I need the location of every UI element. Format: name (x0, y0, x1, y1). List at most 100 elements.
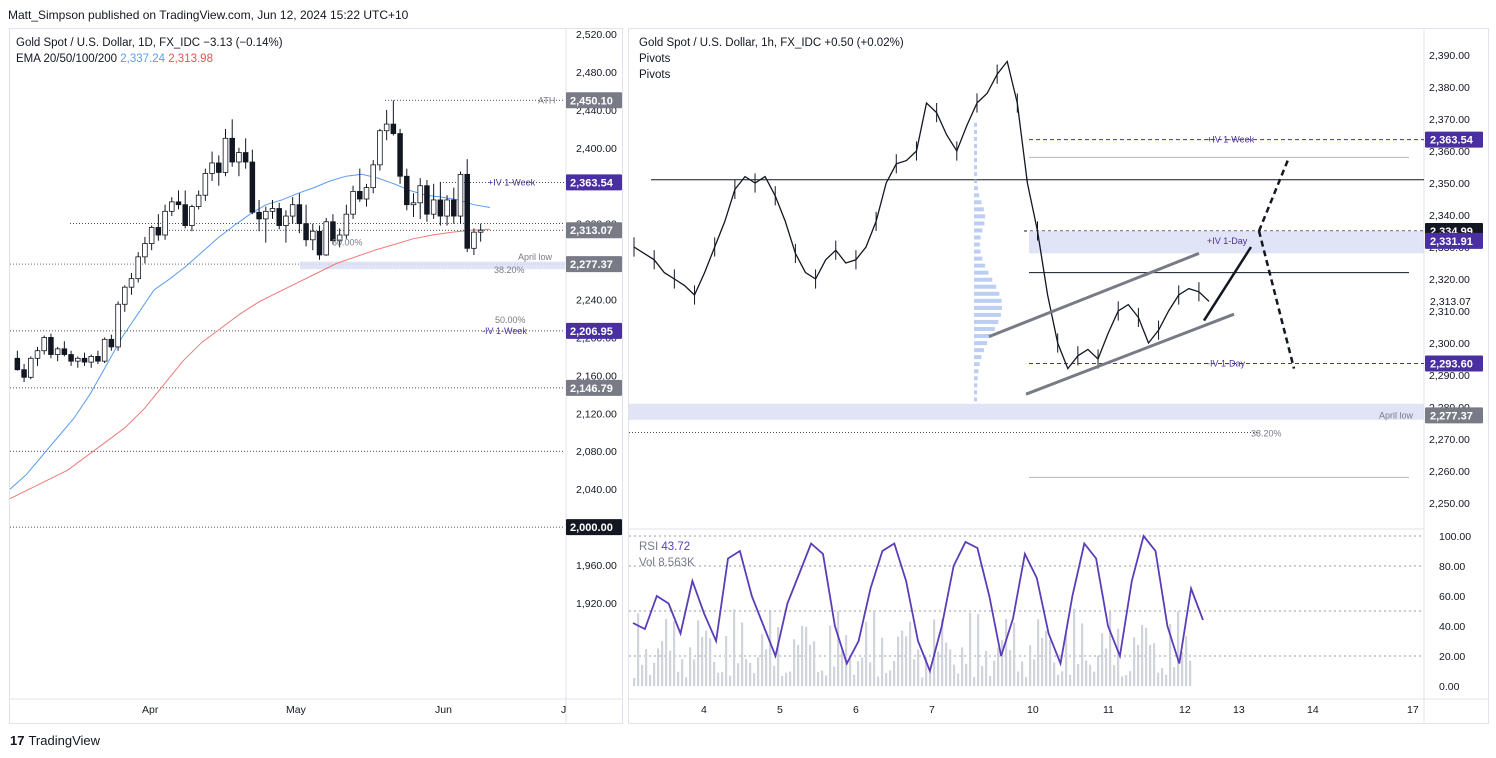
time-tick-label: 14 (1307, 704, 1319, 716)
volume-bar (973, 677, 976, 686)
volume-profile-bar (974, 334, 991, 339)
volume-profile-bar (974, 312, 1001, 317)
hourly-chart-pane[interactable]: 2,390.00 2,380.00 2,370.00 2,360.00 2,350.00… (628, 28, 1489, 724)
daily-chart-canvas[interactable]: 2,520.002,480.002,440.002,400.002,360.00… (9, 29, 622, 723)
candle-body (28, 357, 34, 378)
price-tag-box (1425, 131, 1483, 148)
volume-profile-bar (974, 186, 978, 191)
candle-body (242, 152, 249, 163)
candle-body (61, 348, 68, 355)
volume-bar (689, 647, 692, 686)
candle-body (95, 356, 101, 362)
volume-bar (1045, 630, 1048, 686)
volume-profile-bar (974, 348, 984, 353)
volume-bar (1081, 623, 1084, 686)
volume-bar (821, 670, 824, 686)
volume-bar (757, 657, 760, 686)
candle-body (169, 201, 175, 212)
price-tick-label: 2,400.00 (576, 143, 617, 155)
volume-bar (1169, 623, 1172, 686)
price-tick-label: 2,480.00 (576, 67, 617, 79)
volume-bar (873, 609, 876, 686)
volume-bar (769, 611, 772, 686)
volume-bar (953, 664, 956, 686)
volume-bar (901, 630, 904, 686)
volume-bar (985, 651, 988, 686)
volume-bar (849, 658, 852, 686)
volume-bar (941, 618, 944, 686)
price-tag-label: 2,313.07 (570, 225, 613, 237)
chart-annotation: -IV 1-Day (1207, 358, 1246, 368)
candle-body (88, 356, 94, 363)
candle-body (303, 223, 309, 241)
ema200-line (9, 228, 491, 500)
volume-bar (977, 614, 980, 686)
daily-chart-pane[interactable]: 2,520.002,480.002,440.002,400.002,360.00… (9, 28, 623, 724)
price-tick-label: 2,260.00 (1429, 466, 1470, 478)
candle-body (122, 286, 128, 305)
price-tag-box (566, 174, 622, 191)
volume-bar (1165, 674, 1168, 686)
volume-bar (1013, 622, 1016, 686)
price-tag-label: 2,363.54 (570, 177, 614, 189)
tradingview-footer[interactable]: 17 TradingView (10, 733, 100, 748)
volume-profile-bar (974, 256, 983, 261)
volume-bar (1041, 637, 1044, 686)
volume-profile-bar (974, 228, 983, 233)
volume-bar (1065, 634, 1068, 686)
volume-bar (737, 663, 740, 686)
time-tick-label: Jun (435, 704, 452, 716)
price-tick-label: 2,300.00 (1429, 338, 1470, 350)
price-tick-label: 2,320.00 (1429, 274, 1470, 286)
volume-bar (801, 625, 804, 686)
volume-profile-bar (974, 327, 995, 331)
candle-body (216, 162, 222, 173)
volume-bar (661, 641, 664, 686)
candle-body (135, 256, 141, 280)
rsi-value: 43.72 (661, 541, 691, 553)
volume-profile-bar (974, 341, 988, 346)
candle-body (249, 161, 256, 213)
volume-bar (657, 648, 660, 686)
price-tick-label: 2,350.00 (1429, 178, 1470, 190)
hourly-chart-canvas[interactable]: 2,390.00 2,380.00 2,370.00 2,360.00 2,350.00… (629, 29, 1488, 723)
volume-bar (1037, 619, 1040, 686)
volume-bar (957, 673, 960, 686)
price-tag-box (566, 322, 622, 339)
price-tick-label: 2,390.00 (1429, 50, 1470, 62)
volume-bar (1129, 671, 1132, 686)
rsi-line (632, 534, 1204, 674)
chart-annotation: +IV 1-Week (488, 177, 536, 187)
candle-body (343, 213, 350, 236)
volume-bar (701, 637, 704, 686)
volume-bar (917, 649, 920, 686)
volume-bar (861, 657, 864, 686)
volume-bar (909, 621, 912, 686)
volume-bar (1177, 611, 1180, 686)
april-low-zone (629, 403, 1424, 420)
candle-body (383, 123, 390, 132)
bull-arrow (1202, 246, 1253, 322)
price-tag-label: 2,206.95 (570, 326, 613, 338)
candle-body (101, 338, 108, 362)
candle-body (357, 191, 363, 200)
candle-body (222, 137, 229, 173)
volume-bar (721, 672, 724, 686)
candle-body (155, 227, 162, 236)
candle-body (195, 194, 202, 207)
candle-body (128, 278, 135, 288)
volume-bar (1021, 661, 1024, 686)
volume-profile-bar (974, 284, 997, 289)
ema50-line (9, 173, 491, 490)
volume-bar (797, 644, 800, 686)
volume-bar (865, 621, 868, 686)
candle-body (437, 199, 444, 217)
tradingview-brand: TradingView (28, 733, 101, 748)
candle-body (162, 210, 168, 236)
candle-body (81, 357, 88, 363)
ema-label: EMA 20/50/100/200 (16, 53, 118, 65)
candle-body (310, 230, 316, 241)
time-tick-label: 7 (929, 704, 935, 716)
candle-body (444, 199, 450, 217)
candle-body (404, 175, 410, 206)
